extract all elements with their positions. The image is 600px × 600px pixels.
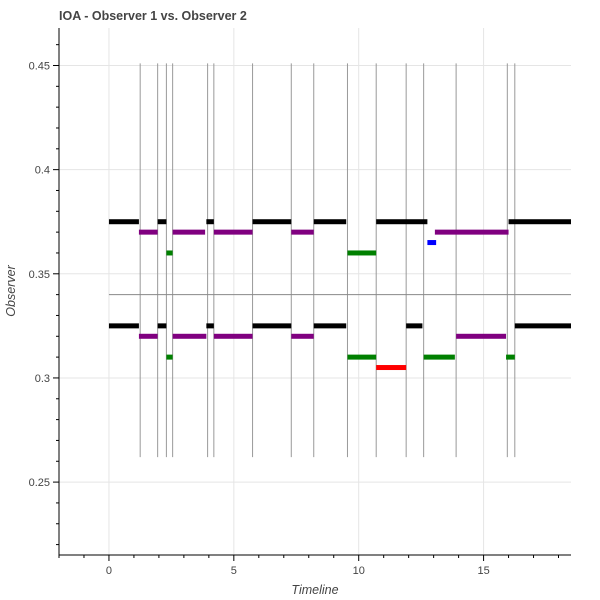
y-tick-label-0: 0.25: [29, 477, 50, 489]
y-axis-label: Observer: [4, 264, 18, 316]
segment-31: [376, 365, 407, 371]
segment-19: [313, 323, 347, 329]
segment-0: [108, 219, 139, 225]
segment-7: [138, 229, 158, 235]
x-tick-label-2: 10: [353, 565, 365, 577]
segment-8: [172, 229, 206, 235]
y-tick-label-4: 0.45: [29, 60, 50, 72]
segment-5: [376, 219, 428, 225]
segment-9: [213, 229, 253, 235]
segment-20: [406, 323, 423, 329]
segment-22: [138, 333, 158, 339]
segment-14: [347, 250, 377, 256]
segment-4: [313, 219, 347, 225]
x-tick-label-0: 0: [106, 565, 112, 577]
segment-16: [157, 323, 167, 329]
segments: [108, 219, 571, 371]
segment-15: [108, 323, 139, 329]
segment-12: [427, 240, 437, 246]
segment-13: [166, 250, 173, 256]
segment-6: [508, 219, 571, 225]
segment-27: [166, 354, 173, 360]
y-tick-label-3: 0.4: [35, 165, 50, 177]
segment-26: [456, 333, 507, 339]
y-tick-label-1: 0.3: [35, 373, 50, 385]
grid: [59, 28, 571, 555]
segment-3: [252, 219, 292, 225]
segment-24: [213, 333, 253, 339]
vertical-lines: [139, 63, 516, 458]
x-axis-label: Timeline: [291, 583, 338, 597]
axes: 0 5 10 15 0.25 0.3 0.35 0.4 0.45: [29, 28, 571, 577]
segment-30: [506, 354, 515, 360]
segment-18: [252, 323, 292, 329]
segment-21: [514, 323, 571, 329]
segment-17: [206, 323, 214, 329]
segment-11: [434, 229, 509, 235]
segment-29: [423, 354, 455, 360]
segment-1: [157, 219, 167, 225]
segment-25: [291, 333, 314, 339]
segment-28: [347, 354, 377, 360]
x-tick-label-3: 15: [477, 565, 489, 577]
segment-2: [206, 219, 214, 225]
segment-10: [291, 229, 314, 235]
y-tick-label-2: 0.35: [29, 269, 50, 281]
chart-title: IOA - Observer 1 vs. Observer 2: [59, 9, 247, 23]
segment-23: [172, 333, 207, 339]
x-tick-label-1: 5: [231, 565, 237, 577]
